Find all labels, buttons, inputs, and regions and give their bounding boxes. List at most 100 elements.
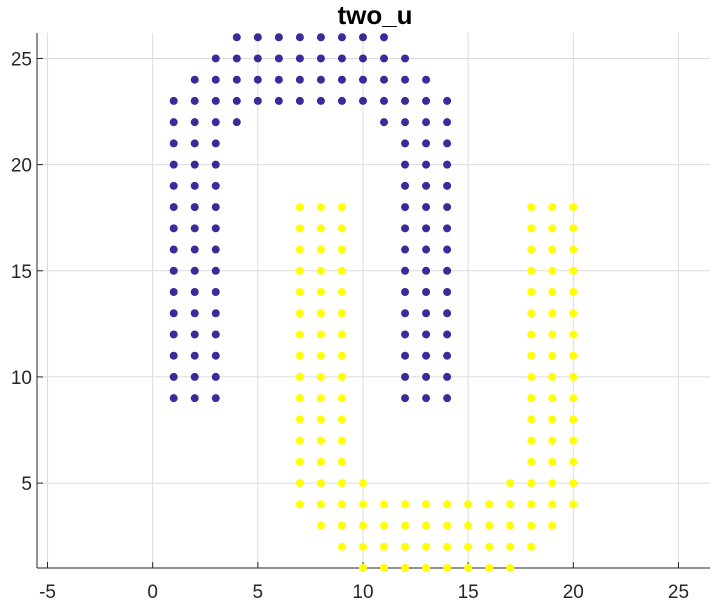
scatter-point xyxy=(316,330,325,339)
scatter-point xyxy=(527,351,536,360)
scatter-point xyxy=(485,500,494,509)
scatter-point xyxy=(443,521,452,530)
scatter-point xyxy=(295,245,304,254)
scatter-point xyxy=(190,288,199,297)
scatter-point xyxy=(358,54,367,63)
scatter-point xyxy=(232,54,241,63)
scatter-point xyxy=(401,245,410,254)
y-tick-label: 20 xyxy=(11,156,32,177)
scatter-point xyxy=(316,54,325,63)
scatter-point xyxy=(401,500,410,509)
scatter-point xyxy=(295,394,304,403)
scatter-point xyxy=(548,521,557,530)
x-tick-label: 5 xyxy=(253,582,264,602)
scatter-point xyxy=(443,118,452,127)
scatter-point xyxy=(232,118,241,127)
x-tick-label: 25 xyxy=(668,582,689,602)
scatter-point xyxy=(422,118,431,127)
scatter-point xyxy=(253,33,262,42)
scatter-point xyxy=(401,309,410,318)
scatter-point xyxy=(422,245,431,254)
scatter-point xyxy=(527,309,536,318)
scatter-point xyxy=(380,75,389,84)
scatter-point xyxy=(211,351,220,360)
scatter-point xyxy=(211,372,220,381)
scatter-point xyxy=(295,457,304,466)
scatter-point xyxy=(169,160,178,169)
scatter-point xyxy=(506,521,515,530)
scatter-point xyxy=(548,330,557,339)
scatter-point xyxy=(169,181,178,190)
scatter-point xyxy=(211,139,220,148)
scatter-point xyxy=(506,500,515,509)
scatter-point xyxy=(527,394,536,403)
scatter-point xyxy=(401,224,410,233)
scatter-point xyxy=(527,415,536,424)
scatter-point xyxy=(337,203,346,212)
x-tick-label: 0 xyxy=(147,582,158,602)
scatter-point xyxy=(527,479,536,488)
scatter-point xyxy=(380,118,389,127)
scatter-point xyxy=(295,266,304,275)
scatter-point xyxy=(316,288,325,297)
scatter-point xyxy=(190,160,199,169)
scatter-point xyxy=(211,309,220,318)
scatter-point xyxy=(464,542,473,551)
scatter-point xyxy=(337,224,346,233)
scatter-point xyxy=(316,266,325,275)
scatter-point xyxy=(548,224,557,233)
scatter-point xyxy=(169,266,178,275)
scatter-point xyxy=(443,564,452,572)
x-tick-label: 20 xyxy=(563,582,584,602)
scatter-point xyxy=(295,288,304,297)
scatter-point xyxy=(527,521,536,530)
scatter-point xyxy=(401,542,410,551)
scatter-point xyxy=(169,96,178,105)
scatter-point xyxy=(527,542,536,551)
scatter-point xyxy=(211,224,220,233)
scatter-point xyxy=(380,33,389,42)
scatter-point xyxy=(422,309,431,318)
scatter-point xyxy=(422,139,431,148)
scatter-point xyxy=(401,266,410,275)
scatter-point xyxy=(190,351,199,360)
x-tick-label: 10 xyxy=(352,582,373,602)
scatter-point xyxy=(548,479,557,488)
scatter-point xyxy=(380,564,389,572)
scatter-point xyxy=(169,288,178,297)
scatter-point xyxy=(548,415,557,424)
scatter-point xyxy=(401,203,410,212)
scatter-point xyxy=(169,394,178,403)
scatter-point xyxy=(337,394,346,403)
scatter-point xyxy=(569,351,578,360)
scatter-point xyxy=(527,266,536,275)
scatter-point xyxy=(337,457,346,466)
scatter-point xyxy=(443,181,452,190)
scatter-point xyxy=(422,372,431,381)
scatter-point xyxy=(506,542,515,551)
scatter-point xyxy=(401,564,410,572)
scatter-point xyxy=(169,372,178,381)
scatter-point xyxy=(358,521,367,530)
scatter-point xyxy=(211,96,220,105)
scatter-point xyxy=(190,330,199,339)
scatter-point xyxy=(190,394,199,403)
scatter-point xyxy=(358,542,367,551)
scatter-point xyxy=(569,415,578,424)
scatter-point xyxy=(337,309,346,318)
scatter-point xyxy=(295,500,304,509)
scatter-point xyxy=(506,564,515,572)
scatter-point xyxy=(380,96,389,105)
scatter-point xyxy=(316,75,325,84)
scatter-point xyxy=(169,203,178,212)
scatter-point xyxy=(337,245,346,254)
scatter-point xyxy=(295,54,304,63)
scatter-point xyxy=(443,288,452,297)
scatter-point xyxy=(443,330,452,339)
scatter-point xyxy=(337,96,346,105)
scatter-point xyxy=(569,394,578,403)
scatter-point xyxy=(316,224,325,233)
scatter-point xyxy=(527,500,536,509)
scatter-point xyxy=(316,351,325,360)
scatter-point xyxy=(337,521,346,530)
